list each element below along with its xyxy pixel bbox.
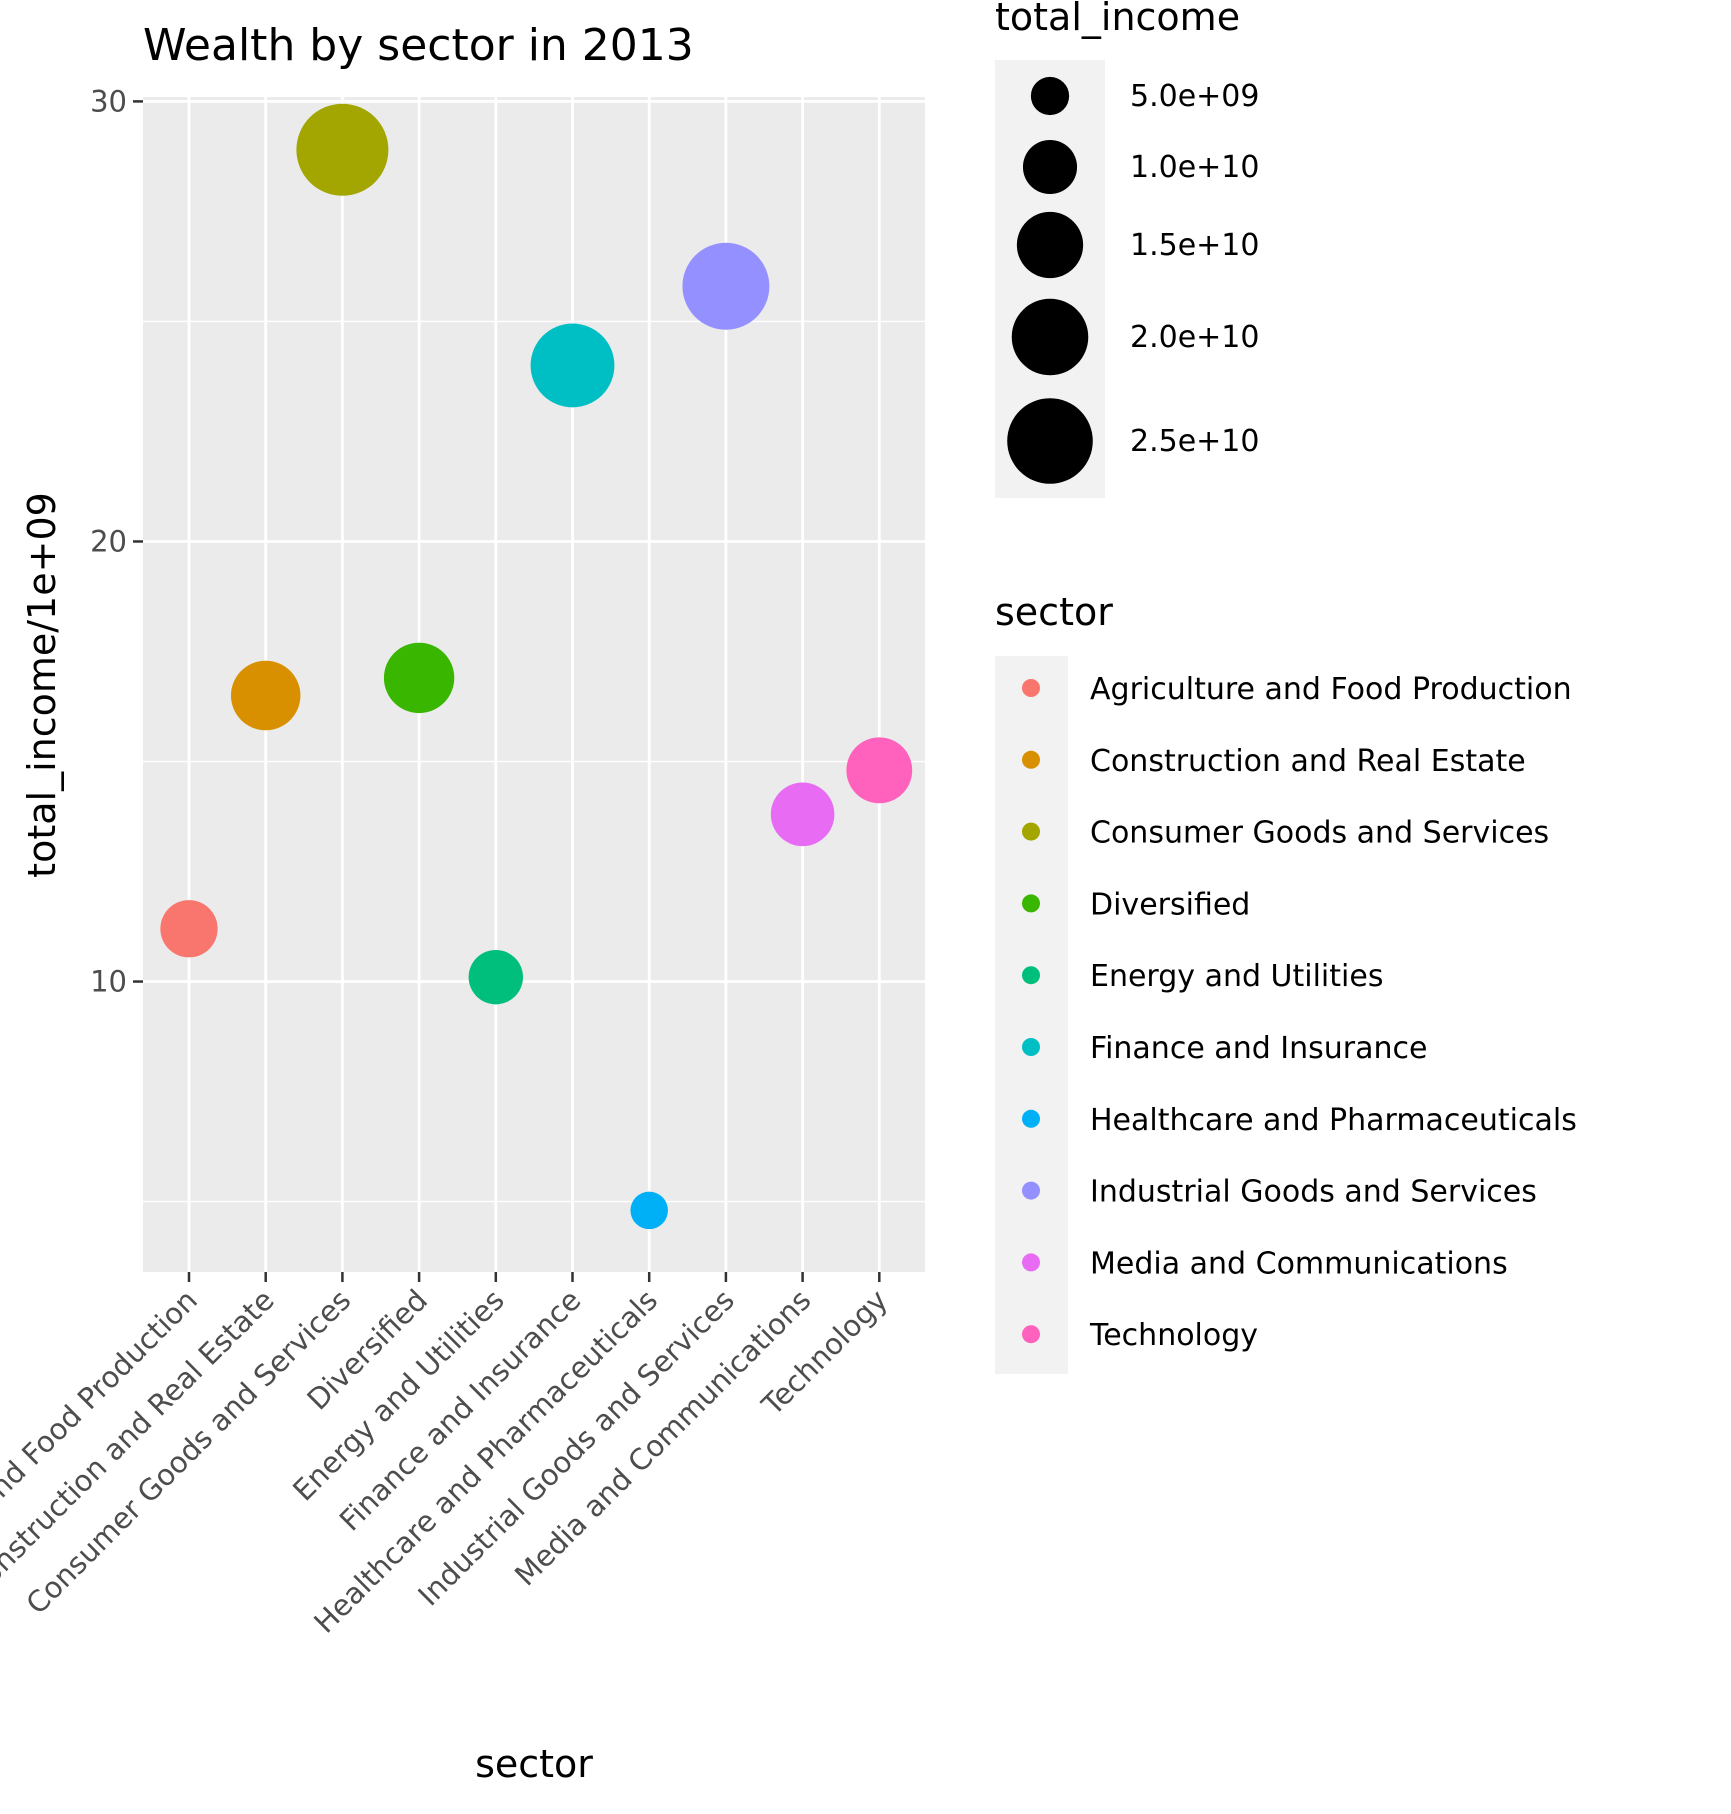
data-point-technology — [846, 737, 913, 804]
y-tick-label: 10 — [90, 965, 127, 999]
size-legend-key — [1030, 76, 1070, 116]
x-axis-title: sector — [475, 1742, 593, 1786]
color-legend-label-construction-and-real-estate: Construction and Real Estate — [1090, 744, 1526, 779]
size-legend-key — [1022, 139, 1078, 195]
color-legend-label-diversified: Diversified — [1090, 887, 1250, 922]
x-tick-label-consumer-goods-and-services: Consumer Goods and Services — [19, 1283, 357, 1621]
y-tick-label: 30 — [90, 84, 127, 118]
color-legend-key-healthcare-and-pharmaceuticals — [1022, 1109, 1040, 1128]
color-legend-key-diversified — [1022, 894, 1040, 913]
color-legend-key-energy-and-utilities — [1022, 966, 1040, 985]
color-legend-key-industrial-goods-and-services — [1022, 1181, 1040, 1200]
size-legend-label: 1.0e+10 — [1130, 150, 1259, 185]
size-legend: total_income 5.0e+09 1.0e+10 1.5e+10 2.0e+1… — [995, 0, 1259, 498]
data-point-media-and-communications — [770, 782, 835, 847]
size-legend-label: 5.0e+09 — [1130, 79, 1259, 114]
y-tick-label: 20 — [90, 524, 127, 558]
color-legend-label-consumer-goods-and-services: Consumer Goods and Services — [1090, 816, 1549, 851]
data-point-consumer-goods-and-services — [296, 103, 389, 196]
color-legend-key-agriculture-and-food-production — [1022, 679, 1040, 697]
size-legend-label: 2.5e+10 — [1130, 424, 1259, 459]
data-point-diversified — [383, 642, 455, 714]
color-legend-key-media-and-communications — [1022, 1253, 1040, 1272]
data-point-construction-and-real-estate — [230, 660, 301, 731]
color-legend: sector Agriculture and Food Production Co… — [995, 590, 1577, 1374]
data-point-industrial-goods-and-services — [682, 242, 770, 330]
color-legend-key-finance-and-insurance — [1022, 1038, 1040, 1056]
size-legend-key — [1011, 298, 1089, 376]
data-point-healthcare-and-pharmaceuticals — [630, 1191, 668, 1230]
chart-title: Wealth by sector in 2013 — [143, 20, 694, 71]
data-point-finance-and-insurance — [530, 323, 615, 408]
size-legend-title: total_income — [995, 0, 1240, 39]
color-legend-label-agriculture-and-food-production: Agriculture and Food Production — [1090, 672, 1572, 707]
color-legend-key-technology — [1022, 1325, 1040, 1344]
y-axis-title: total_income/1e+09 — [20, 492, 64, 878]
size-legend-label: 2.0e+10 — [1130, 320, 1259, 355]
color-legend-key-construction-and-real-estate — [1022, 750, 1040, 769]
color-legend-key-consumer-goods-and-services — [1022, 822, 1040, 841]
color-legend-label-finance-and-insurance: Finance and Insurance — [1090, 1031, 1427, 1066]
color-legend-label-industrial-goods-and-services: Industrial Goods and Services — [1090, 1175, 1537, 1210]
size-legend-label: 1.5e+10 — [1130, 228, 1259, 263]
color-legend-label-technology: Technology — [1089, 1318, 1258, 1353]
data-points — [160, 103, 913, 1230]
size-legend-key — [1016, 211, 1084, 279]
color-legend-label-media-and-communications: Media and Communications — [1090, 1246, 1508, 1281]
color-legend-title: sector — [995, 590, 1113, 634]
data-point-energy-and-utilities — [468, 949, 523, 1005]
color-legend-label-healthcare-and-pharmaceuticals: Healthcare and Pharmaceuticals — [1090, 1103, 1577, 1138]
size-legend-key — [1007, 398, 1093, 484]
color-legend-label-energy-and-utilities: Energy and Utilities — [1090, 959, 1383, 994]
data-point-agriculture-and-food-production — [160, 900, 218, 958]
